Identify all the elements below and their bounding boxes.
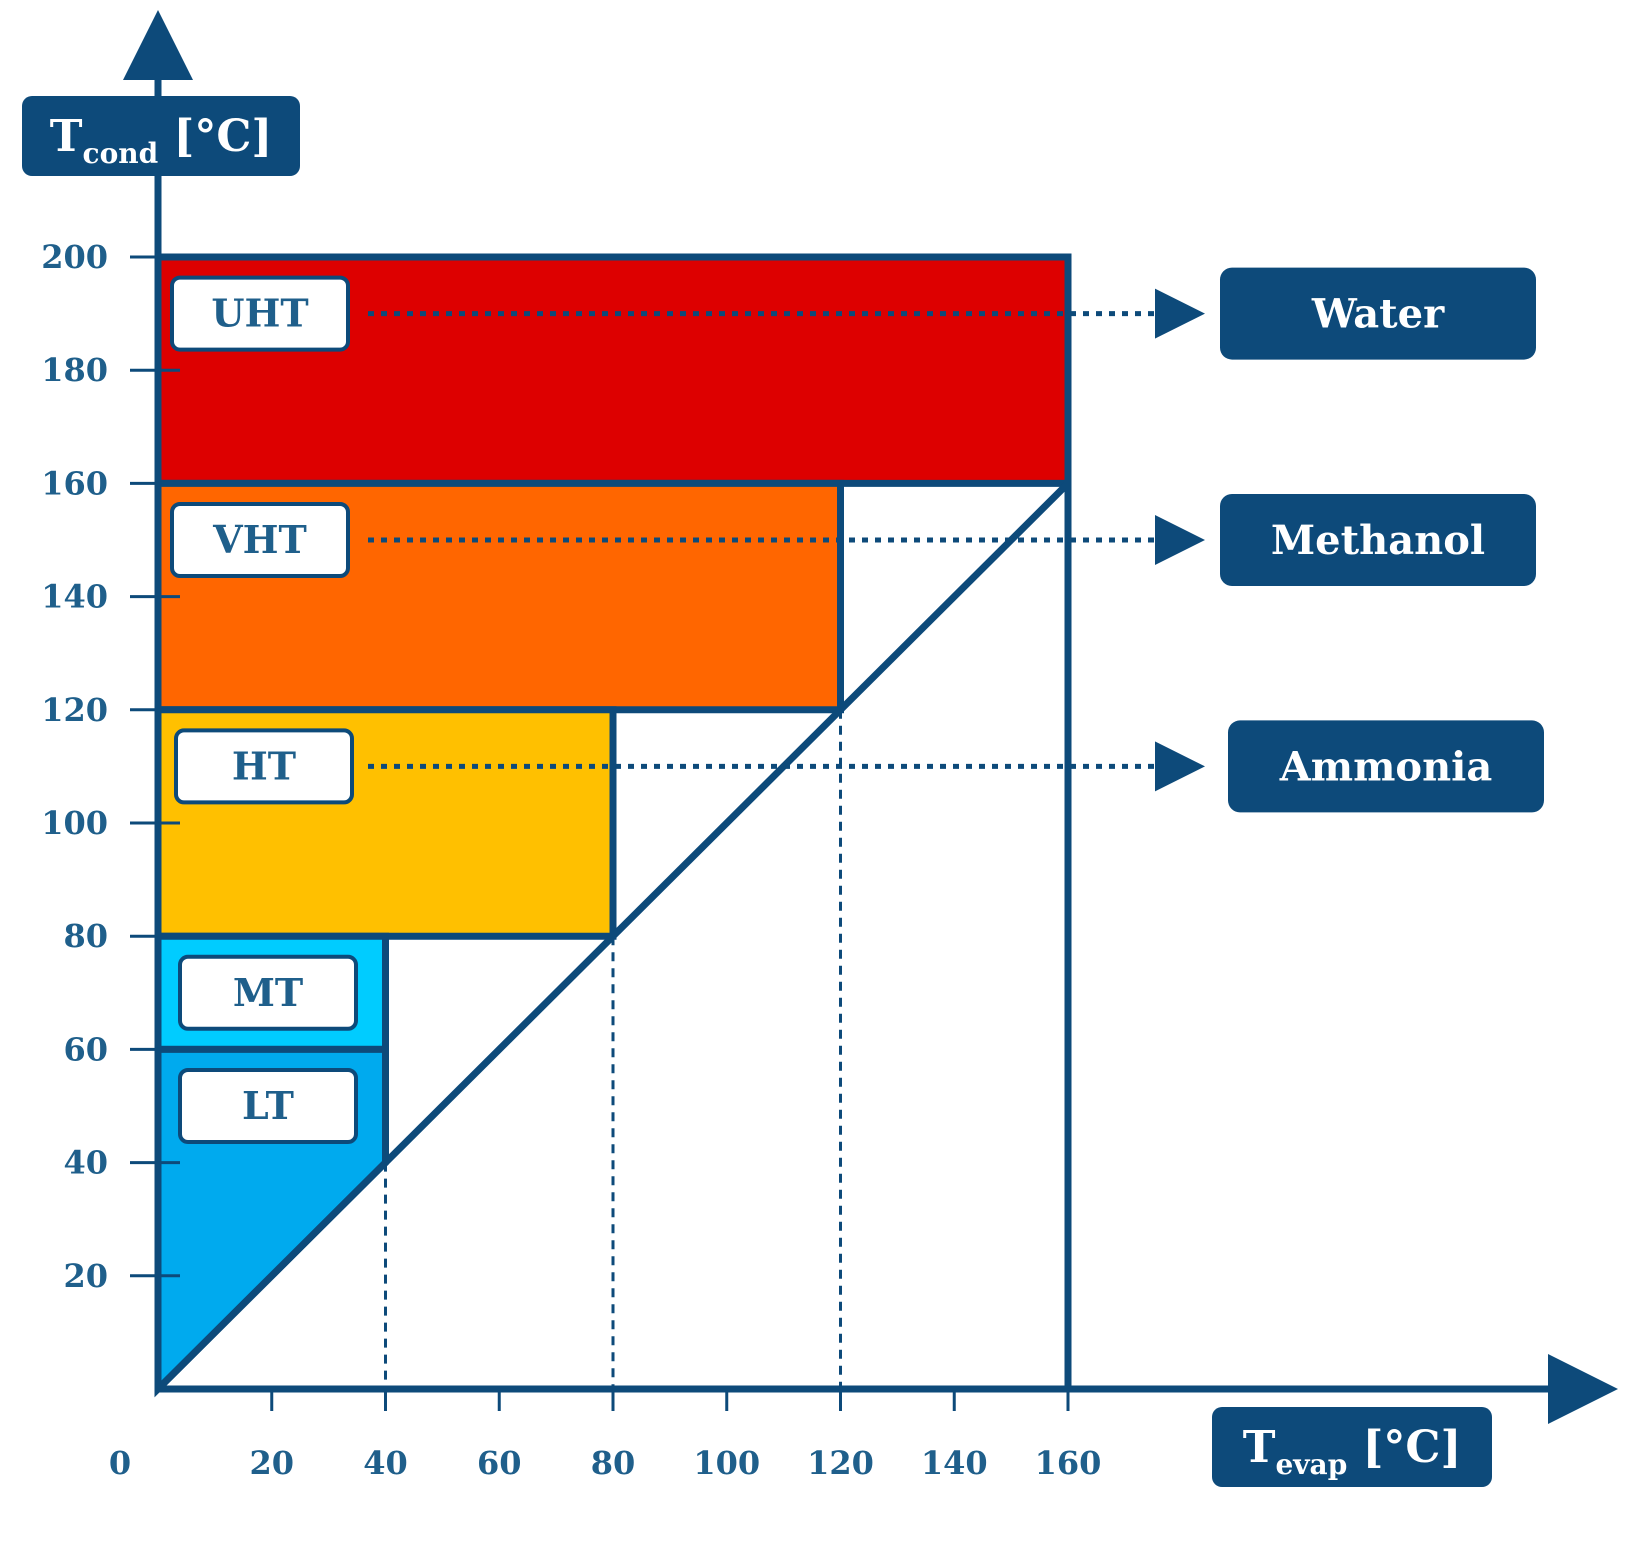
fluid-label-methanol: Methanol — [1271, 517, 1485, 564]
x-tick-label: 60 — [477, 1444, 522, 1482]
x-tick-label: 0 — [109, 1444, 131, 1482]
region-label-uht: UHT — [211, 291, 308, 336]
y-tick-label: 200 — [41, 238, 108, 276]
x-tick-label: 40 — [363, 1444, 408, 1482]
y-axis-title: Tcond [°C] — [50, 111, 272, 170]
x-tick-label: 100 — [693, 1444, 760, 1482]
labels-layer: Tcond [°C] Tevap [°C] UHT VHT HT MT LT Water Met… — [22, 96, 1544, 1487]
x-axis-title-box — [1212, 1407, 1492, 1487]
region-label-box-mt — [178, 954, 358, 1031]
x-axis-title: Tevap [°C] — [1243, 1422, 1462, 1481]
region-label-mt: MT — [233, 970, 303, 1015]
fluid-box-methanol — [1220, 494, 1536, 586]
y-tick-label: 120 — [41, 691, 108, 729]
ticks-layer: 20 40 60 80 100 120 140 160 180 200 0 20 40 60 80 100 12… — [41, 238, 1101, 1482]
fluid-box-ammonia — [1228, 720, 1544, 813]
fluid-box-water — [1220, 267, 1536, 360]
regions-layer — [154, 253, 1072, 1398]
fluid-label-ammonia: Ammonia — [1279, 743, 1493, 790]
x-tick-label: 140 — [921, 1444, 988, 1482]
y-tick-label: 160 — [41, 464, 108, 502]
region-label-vht: VHT — [212, 517, 307, 562]
x-tick-label: 20 — [249, 1444, 294, 1482]
y-axis-title-box — [22, 96, 300, 176]
dashed-guides-layer — [384, 709, 842, 1389]
y-tick-label: 60 — [63, 1030, 108, 1068]
y-tick-label: 80 — [63, 917, 108, 955]
y-tick-label: 100 — [41, 804, 108, 842]
x-tick-label: 80 — [591, 1444, 636, 1482]
fluid-label-water: Water — [1311, 291, 1445, 338]
region-label-lt: LT — [242, 1083, 294, 1128]
x-tick-label: 120 — [807, 1444, 874, 1482]
region-label-box-uht — [170, 275, 350, 352]
x-tick-label: 160 — [1035, 1444, 1102, 1482]
region-label-box-vht — [170, 502, 350, 578]
region-label-ht: HT — [232, 743, 296, 788]
y-tick-label: 40 — [63, 1144, 108, 1182]
region-label-box-ht — [174, 728, 354, 805]
y-tick-label: 180 — [41, 351, 108, 389]
region-label-box-lt — [178, 1068, 358, 1144]
y-tick-label: 20 — [63, 1257, 108, 1295]
y-tick-label: 140 — [41, 578, 108, 616]
